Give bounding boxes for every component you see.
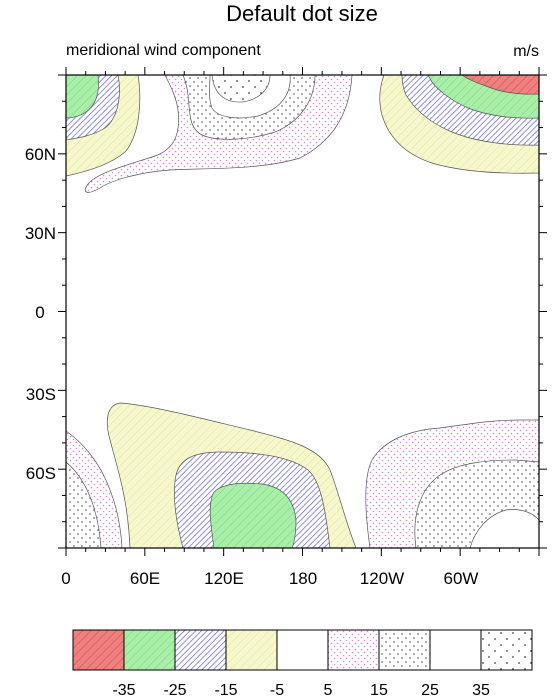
contour-fill-sw-dots [66,461,102,548]
colorbar-box-gt-35 [480,629,533,671]
colorbar-label: -25 [163,682,186,699]
chart-title: Default dot size [226,1,378,26]
colorbar [72,629,533,671]
colorbar-box-lt-35 [72,629,125,671]
colorbar-labels: -35 -25 -15 -5 5 15 25 35 [112,682,490,699]
x-tick-label: 180 [289,569,317,588]
y-tick-label: 30N [25,224,56,243]
colorbar-box-15-5 [225,629,278,671]
contour-fill-nw-green [66,75,99,119]
colorbar-box-5-15 [327,629,380,671]
x-tick-label: 120W [360,569,404,588]
x-tick-label: 0 [61,569,70,588]
y-tick-label: 0 [35,303,44,322]
colorbar-box-35-25 [123,629,176,671]
y-tick-label: 60S [26,464,56,483]
colorbar-box-25-35 [429,629,482,671]
colorbar-label: -15 [214,682,237,699]
units-label: m/s [513,43,539,60]
y-tick-labels: 60N 30N 0 30S 60S [25,145,56,483]
colorbar-label: 15 [370,682,388,699]
left-subtitle: meridional wind component [66,42,261,59]
colorbar-label: 5 [324,682,333,699]
colorbar-label: 25 [421,682,439,699]
contour-fill-north-center [211,75,271,103]
colorbar-label: 35 [472,682,490,699]
contour-fill-se-inner [469,509,539,548]
colorbar-box-15-25 [378,629,431,671]
colorbar-box-5-5 [276,629,329,671]
contour-fields [66,75,539,548]
x-tick-label: 60W [444,569,479,588]
colorbar-label: -5 [270,682,284,699]
contour-fill-ne-red [461,75,539,95]
x-tick-labels: 0 60E 120E 180 120W 60W [61,569,478,588]
y-tick-label: 60N [25,145,56,164]
contour-fill-south-green [209,482,297,548]
axis-ticks [58,67,547,556]
y-tick-label: 30S [26,385,56,404]
colorbar-box-25-15 [174,629,227,671]
x-tick-label: 120E [204,569,244,588]
x-tick-label: 60E [130,569,160,588]
colorbar-label: -35 [112,682,135,699]
